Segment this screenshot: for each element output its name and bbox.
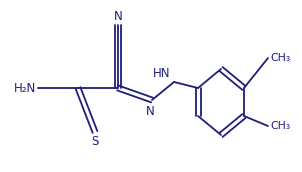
Text: HN: HN bbox=[153, 67, 170, 80]
Text: S: S bbox=[91, 135, 99, 148]
Text: N: N bbox=[114, 10, 122, 23]
Text: CH₃: CH₃ bbox=[270, 121, 290, 131]
Text: H₂N: H₂N bbox=[14, 82, 36, 94]
Text: N: N bbox=[146, 105, 154, 118]
Text: CH₃: CH₃ bbox=[270, 53, 290, 63]
